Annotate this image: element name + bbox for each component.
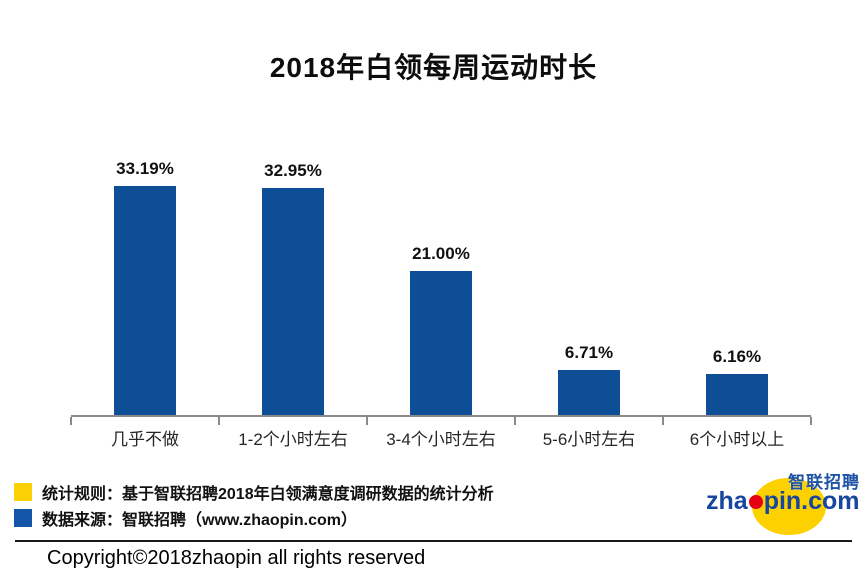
logo-domain-prefix: zha — [706, 487, 748, 515]
axis-tick — [810, 417, 812, 425]
bar-value-label: 33.19% — [116, 159, 174, 178]
footer-divider — [15, 540, 852, 542]
chart-title: 2018年白领每周运动时长 — [269, 52, 598, 83]
legend-row-statistic-rule: 统计规则：基于智联招聘2018年白领满意度调研数据的统计分析 — [14, 483, 494, 503]
category-label: 几乎不做 — [111, 430, 179, 449]
category-label: 5-6小时左右 — [542, 430, 636, 449]
logo-ellipse — [752, 478, 826, 535]
bar-value-label: 21.00% — [412, 244, 470, 263]
legend-label: 数据来源：智联招聘（www.zhaopin.com） — [42, 512, 357, 529]
category-label: 3-4个小时左右 — [386, 430, 496, 449]
axis-tick — [70, 417, 72, 425]
bar-value-label: 6.16% — [712, 347, 762, 366]
logo-brand-chinese: 智联招聘 — [788, 473, 860, 492]
legend-row-data-source: 数据来源：智联招聘（www.zhaopin.com） — [14, 509, 494, 529]
blue-swatch — [14, 509, 32, 527]
bar — [262, 188, 324, 417]
category-label: 6个小时以上 — [689, 430, 785, 449]
category-label: 1-2个小时左右 — [238, 430, 348, 449]
plot-area: 33.19% 32.95% 21.00% 6.71% 6.16% — [71, 150, 811, 417]
logo-red-dot-icon — [748, 495, 763, 509]
bar-value-label: 6.71% — [564, 343, 614, 362]
x-axis-labels: 几乎不做 1-2个小时左右 3-4个小时左右 5-6小时左右 6个小时以上 — [71, 425, 811, 450]
bar — [410, 271, 472, 417]
bar — [114, 186, 176, 417]
axis-tick — [218, 417, 220, 425]
copyright-text: Copyright©2018zhaopin all rights reserve… — [47, 547, 426, 569]
notes-legend: 统计规则：基于智联招聘2018年白领满意度调研数据的统计分析 数据来源：智联招聘… — [14, 483, 494, 535]
bar-slot: 33.19% — [71, 150, 219, 417]
zhaopin-logo: 智联招聘 zha pin.com — [706, 467, 862, 537]
logo-domain-suffix: pin.com — [763, 487, 860, 515]
bar — [558, 370, 620, 417]
logo-domain-text: zha pin.com — [706, 487, 860, 516]
bar-slot: 32.95% — [219, 150, 367, 417]
bar-slot: 6.16% — [663, 150, 811, 417]
axis-tick — [514, 417, 516, 425]
legend-label: 统计规则：基于智联招聘2018年白领满意度调研数据的统计分析 — [42, 486, 494, 503]
bar-slot: 21.00% — [367, 150, 515, 417]
axis-tick — [366, 417, 368, 425]
yellow-swatch — [14, 483, 32, 501]
bar-slot: 6.71% — [515, 150, 663, 417]
axis-tick — [662, 417, 664, 425]
bar — [706, 374, 768, 417]
bar-value-label: 32.95% — [264, 161, 322, 180]
x-axis — [70, 415, 812, 427]
